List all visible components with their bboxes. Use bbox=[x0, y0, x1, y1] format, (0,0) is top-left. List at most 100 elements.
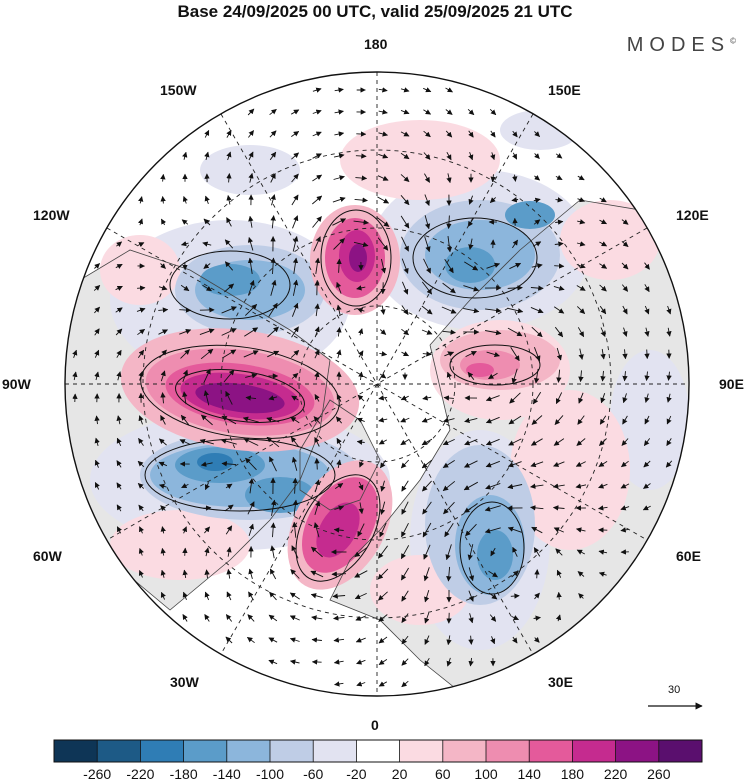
map-boundary bbox=[64, 71, 690, 697]
lon-label-60w: 60W bbox=[33, 548, 62, 564]
wind-arrow bbox=[248, 478, 255, 494]
wind-arrow bbox=[204, 195, 210, 205]
wind-arrow bbox=[357, 523, 365, 537]
wind-arrow bbox=[289, 615, 300, 621]
colorbar-tick-label: -20 bbox=[346, 766, 367, 782]
wind-arrow bbox=[423, 109, 432, 115]
wind-arrow bbox=[292, 257, 299, 274]
wind-arrow bbox=[576, 241, 586, 247]
wind-arrow bbox=[400, 417, 410, 423]
colorbar-tick-label: 260 bbox=[647, 766, 671, 782]
wind-arrow bbox=[180, 241, 189, 247]
wind-arrow bbox=[533, 219, 541, 225]
wind-arrow bbox=[400, 459, 410, 469]
wind-arrow bbox=[182, 369, 189, 383]
wind-arrow bbox=[226, 546, 232, 557]
wind-arrow bbox=[336, 437, 342, 446]
wind-arrow bbox=[336, 304, 342, 315]
colorbar-swatch bbox=[356, 740, 400, 762]
wind-arrow bbox=[424, 612, 430, 624]
wind-arrow bbox=[182, 151, 188, 160]
colorbar-tick-label: 20 bbox=[391, 766, 408, 782]
wind-arrow bbox=[334, 109, 344, 115]
wind-arrow bbox=[266, 436, 280, 448]
wind-arrow bbox=[221, 349, 237, 359]
wind-arrow bbox=[510, 593, 520, 599]
wind-arrow bbox=[270, 173, 276, 183]
wind-arrow bbox=[291, 395, 299, 401]
wind-arrow bbox=[467, 544, 474, 561]
wind-arrow bbox=[401, 501, 409, 515]
wind-arrow bbox=[248, 215, 254, 228]
wind-arrow bbox=[137, 349, 145, 359]
wind-arrow bbox=[401, 236, 409, 252]
wind-arrow bbox=[160, 415, 166, 425]
wind-arrow bbox=[270, 257, 276, 275]
wind-arrow bbox=[204, 547, 210, 557]
wind-arrow bbox=[531, 263, 543, 269]
lon-label-0: 0 bbox=[371, 717, 379, 733]
wind-arrow bbox=[442, 460, 455, 468]
wind-arrow bbox=[400, 545, 410, 560]
wind-arrow bbox=[268, 395, 278, 401]
wind-arrow bbox=[530, 306, 544, 314]
wind-arrow bbox=[314, 500, 321, 516]
wind-arrow bbox=[310, 546, 323, 558]
wind-arrow bbox=[267, 326, 279, 338]
wind-arrow bbox=[422, 351, 432, 357]
wind-arrow bbox=[158, 461, 168, 467]
wind-arrow bbox=[268, 659, 278, 665]
wind-arrow bbox=[485, 482, 501, 490]
wind-arrow bbox=[94, 349, 100, 358]
wind-arrow bbox=[336, 459, 342, 469]
wind-arrow bbox=[599, 219, 607, 225]
wind-arrow bbox=[507, 461, 522, 468]
wind-arrow bbox=[116, 482, 122, 490]
wind-arrow bbox=[353, 219, 369, 225]
wind-arrow bbox=[314, 303, 320, 317]
wind-arrow bbox=[577, 327, 585, 338]
wind-arrow bbox=[220, 438, 237, 445]
wind-arrow bbox=[378, 131, 389, 137]
wind-arrow bbox=[182, 195, 188, 204]
wind-arrow bbox=[443, 501, 455, 515]
wind-arrow bbox=[357, 307, 365, 313]
wind-arrow bbox=[270, 279, 277, 296]
wind-arrow bbox=[576, 549, 586, 555]
wind-arrow bbox=[354, 570, 368, 578]
wind-arrow bbox=[333, 527, 344, 533]
wind-arrow bbox=[139, 526, 144, 534]
wind-arrow bbox=[334, 87, 344, 93]
wind-arrow bbox=[160, 392, 166, 404]
wind-arrow bbox=[423, 87, 432, 93]
wind-arrow bbox=[245, 373, 258, 379]
wind-arrow bbox=[269, 151, 277, 161]
wind-arrow bbox=[643, 483, 651, 489]
wind-arrow bbox=[620, 527, 630, 533]
wind-arrow bbox=[533, 547, 541, 557]
wind-arrow bbox=[554, 263, 565, 269]
wind-arrow bbox=[554, 241, 564, 247]
wind-arrow bbox=[333, 615, 345, 621]
wind-arrow bbox=[555, 392, 563, 405]
wind-arrow bbox=[248, 523, 254, 537]
wind-arrow bbox=[507, 327, 523, 337]
wind-arrow bbox=[291, 545, 299, 559]
wind-arrow bbox=[378, 659, 388, 665]
wind-arrow bbox=[247, 236, 254, 251]
colorbar-tick-label: 140 bbox=[517, 766, 541, 782]
wind-arrow bbox=[332, 196, 346, 203]
wind-arrow bbox=[247, 257, 254, 274]
wind-arrow bbox=[379, 329, 387, 335]
wind-arrow bbox=[355, 153, 367, 159]
wind-arrow bbox=[289, 592, 300, 600]
wind-arrow bbox=[204, 129, 210, 138]
wind-arrow bbox=[137, 483, 145, 489]
wind-arrow bbox=[445, 544, 452, 561]
wind-arrow bbox=[424, 657, 430, 667]
wind-arrow bbox=[313, 522, 320, 538]
wind-arrow bbox=[555, 197, 564, 203]
colorbar-swatch bbox=[97, 740, 141, 762]
wind-arrow bbox=[598, 549, 608, 555]
